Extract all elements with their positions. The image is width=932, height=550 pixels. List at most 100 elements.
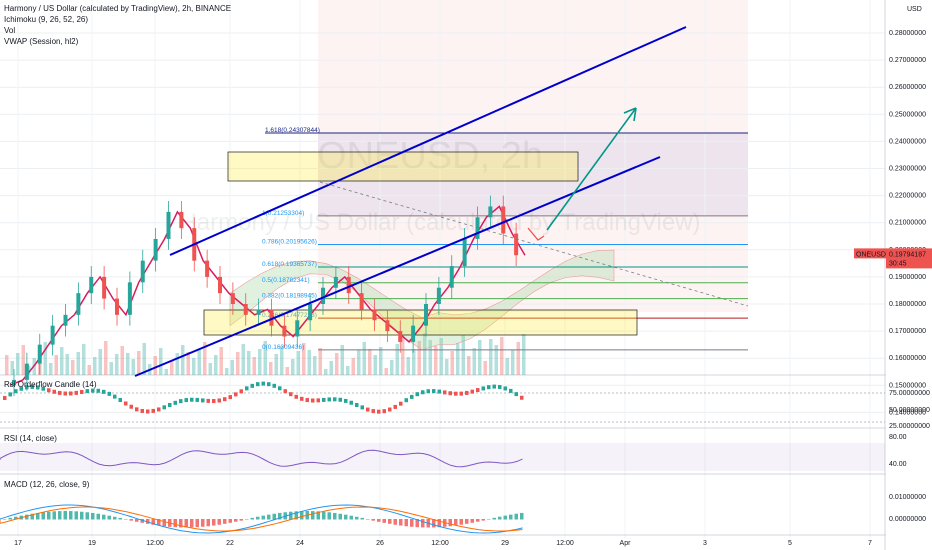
macd-histogram-bar xyxy=(250,517,254,520)
rsi-orderflow-candle xyxy=(129,404,133,409)
rsi-orderflow-candle xyxy=(470,389,474,394)
fib-level-label: 0.382(0.18198945) xyxy=(262,293,317,300)
macd-histogram-bar xyxy=(371,519,375,521)
rsi-orderflow-candle xyxy=(388,407,392,412)
rsi-orderflow-candle xyxy=(80,389,84,394)
volume-bar xyxy=(318,348,322,375)
volume-bar xyxy=(483,361,487,375)
macd-histogram-bar xyxy=(322,511,326,520)
rsi-orderflow-candle xyxy=(311,398,315,403)
rsi-orderflow-candle xyxy=(338,397,342,402)
macd-histogram-bar xyxy=(294,511,298,520)
volume-bar xyxy=(373,355,377,375)
macd-histogram-bar xyxy=(476,519,480,522)
rsi-orderflow-candle xyxy=(492,384,496,389)
indicator-vwap-label[interactable]: VWAP (Session, hl2) xyxy=(4,37,79,46)
candle-body xyxy=(436,287,441,304)
rsi-orderflow-candle xyxy=(443,390,447,395)
rsi-orderflow-candle xyxy=(503,386,507,391)
volume-bar xyxy=(236,352,240,375)
rsi-orderflow-candle xyxy=(69,391,73,396)
candle-body xyxy=(372,309,377,321)
rsi-pane-label[interactable]: RSI (14, close) xyxy=(4,434,57,443)
macd-histogram-bar xyxy=(333,512,337,520)
candle-body xyxy=(449,266,454,288)
candle-body xyxy=(140,260,145,283)
macd-histogram-bar xyxy=(107,515,111,520)
candle-body xyxy=(256,309,261,315)
rsi-orderflow-candle xyxy=(349,400,353,405)
candle-body xyxy=(179,211,184,229)
candle-body xyxy=(346,276,351,294)
rsi-orderflow-candle xyxy=(327,397,331,402)
volume-bar xyxy=(131,359,135,375)
macd-histogram-bar xyxy=(162,519,166,527)
rsi-orderflow-candle xyxy=(146,409,150,414)
rsi-orderflow-candle xyxy=(514,392,518,397)
price-axis[interactable]: USD 0.28000000 0.27000000 0.26000000 0.25000… xyxy=(854,0,932,550)
price-tick-label: 0.23000000 xyxy=(889,166,926,173)
volume-bar xyxy=(115,354,119,375)
macd-histogram-bar xyxy=(360,517,364,520)
macd-histogram-bar xyxy=(459,519,463,525)
chart-background-zones xyxy=(318,0,748,312)
rsi-orderflow-candle xyxy=(382,409,386,414)
rsi-orderflow-candle xyxy=(421,390,425,395)
indicator-ichimoku-label[interactable]: Ichimoku (9, 26, 52, 26) xyxy=(4,15,89,24)
macd-pane-label[interactable]: MACD (12, 26, close, 9) xyxy=(4,480,90,489)
rsi-orderflow-candle xyxy=(3,396,7,400)
channel-lower-line xyxy=(134,156,661,377)
price-axis-bg xyxy=(886,0,932,550)
rsi-orderflow-candle xyxy=(465,390,469,395)
candle-body xyxy=(76,293,81,315)
rsi-orderflow-candle xyxy=(498,385,502,390)
macd-histogram-bar xyxy=(234,519,238,522)
volume-bar xyxy=(439,338,443,375)
rsi-orderflow-candle xyxy=(63,391,67,396)
macd-histogram-bar xyxy=(96,513,100,520)
rsi-orderflow-candle xyxy=(305,398,309,403)
macd-histogram-bar xyxy=(91,512,95,520)
watermark-name: Harmony / US Dollar (calculated by Tradi… xyxy=(179,209,700,236)
rsi-orderflow-candle xyxy=(261,381,265,386)
target-arrow xyxy=(546,107,637,231)
macd-histogram-bar xyxy=(135,519,139,522)
volume-bar xyxy=(203,342,207,375)
volume-bar xyxy=(346,366,350,375)
macd-histogram-bar xyxy=(272,513,276,520)
volume-bar xyxy=(357,350,361,375)
candle-body xyxy=(475,217,480,239)
rsi-orderflow-candle xyxy=(30,384,34,389)
macd-histogram-bar xyxy=(173,519,177,528)
macd-histogram-bar xyxy=(124,519,128,520)
volume-bar xyxy=(87,365,91,375)
macd-histogram-bar xyxy=(410,519,414,527)
rsi-orderflow-candle xyxy=(217,398,221,403)
rsi-orderflow-candle xyxy=(201,398,205,403)
volume-bar xyxy=(214,355,218,375)
fibonacci-retracement[interactable]: 1(0.21253304) 0.786(0.20195626) 0.618(0.19… xyxy=(203,127,748,351)
macd-histogram-bar xyxy=(118,517,122,520)
macd-histogram-bar xyxy=(498,516,502,520)
drawings[interactable] xyxy=(134,26,749,377)
symbol-badge-label: ONEUSD xyxy=(856,251,886,258)
volume-bar xyxy=(104,341,108,375)
time-tick-label: 12:00 xyxy=(146,540,164,547)
candle-body xyxy=(115,298,119,315)
rsi-orderflow-candle xyxy=(25,385,29,390)
candle-body xyxy=(308,304,313,321)
fib-level-label: 0(0.16309436) xyxy=(262,344,304,351)
volume-bar xyxy=(417,341,421,375)
candle-body xyxy=(321,287,325,304)
indicator-vol-label[interactable]: Vol xyxy=(4,26,16,35)
volume-bar xyxy=(285,367,289,375)
macd-histogram-bar xyxy=(454,519,458,526)
time-axis[interactable]: 17 19 12:00 22 24 26 12:00 29 12:00 Apr 3 5 7 xyxy=(14,540,872,547)
time-tick-label: 3 xyxy=(703,540,707,547)
macd-histogram-bar xyxy=(217,519,221,525)
rsi-orderflow-candle xyxy=(113,394,117,399)
candle-body xyxy=(282,325,287,337)
candle-body xyxy=(243,304,248,315)
rsi-orderflow-pane-label[interactable]: Rsi Orderflow Candle (14) xyxy=(4,380,97,389)
